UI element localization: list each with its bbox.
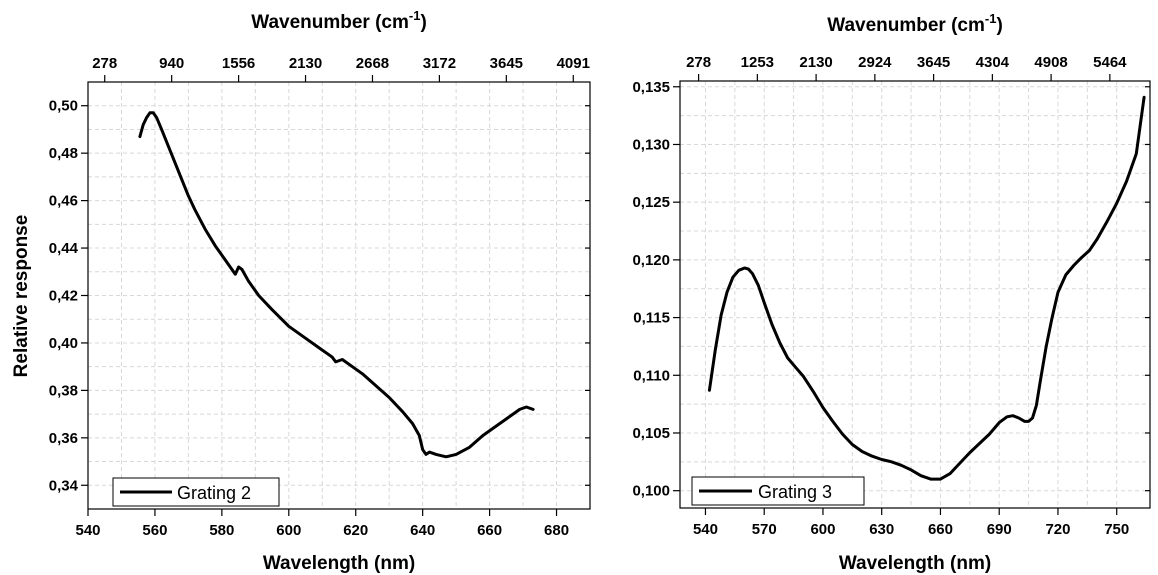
y-tick-labels: 0,100 0,105 0,110 0,115 0,120 0,125 0,13… — [632, 79, 670, 500]
y-tick-label: 0,42 — [49, 288, 78, 305]
top-tick-label: 278 — [92, 55, 117, 72]
y-tick-label: 0,36 — [49, 430, 78, 447]
y-tick-label: 0,50 — [49, 98, 78, 115]
x-axis-title: Wavelength (nm) — [263, 553, 415, 574]
x-tick-label: 540 — [693, 521, 718, 538]
x-tick-label: 570 — [752, 521, 777, 538]
top-tick-label: 940 — [159, 55, 184, 72]
x-tick-label: 680 — [544, 522, 569, 539]
plot-frame — [679, 80, 1151, 509]
y-tick-label: 0,38 — [49, 382, 78, 399]
x-tick-label: 750 — [1104, 521, 1129, 538]
plot-frame — [87, 81, 591, 510]
y-tick-label: 0,48 — [49, 145, 78, 162]
legend: Grating 3 — [691, 476, 865, 506]
y-tick-label: 0,100 — [632, 483, 670, 500]
legend-box — [691, 476, 865, 506]
x-tick-label: 560 — [142, 522, 167, 539]
x-tick-label: 540 — [75, 522, 100, 539]
axis-ticks — [673, 74, 1150, 515]
y-tick-label: 0,46 — [49, 193, 78, 210]
x-tick-label: 620 — [343, 522, 368, 539]
top-axis-title: Wavenumber (cm-1) — [251, 8, 427, 33]
y-tick-label: 0,125 — [632, 194, 670, 211]
top-tick-label: 4304 — [976, 54, 1010, 71]
x-tick-label: 660 — [928, 521, 953, 538]
x-tick-label: 690 — [987, 521, 1012, 538]
y-tick-label: 0,110 — [633, 367, 670, 384]
top-tick-label: 5464 — [1093, 54, 1127, 71]
y-tick-labels: 0,34 0,36 0,38 0,40 0,42 0,44 0,46 0,48 … — [49, 98, 79, 495]
top-tick-label: 2130 — [289, 55, 322, 72]
top-tick-label: 1556 — [222, 55, 255, 72]
y-axis-title: Relative response — [11, 215, 32, 378]
x-tick-label: 640 — [410, 522, 435, 539]
axis-ticks — [81, 75, 590, 516]
x-tick-labels: 540 570 600 630 660 690 720 750 — [693, 521, 1129, 538]
chart-panel-grating-2: 540 560 580 600 620 640 660 680 0,34 0,3… — [11, 8, 591, 574]
top-tick-label: 3645 — [917, 54, 950, 71]
x-tick-label: 720 — [1045, 521, 1070, 538]
top-tick-label: 4091 — [557, 55, 590, 72]
top-tick-label: 278 — [686, 54, 711, 71]
top-tick-label: 2130 — [799, 54, 832, 71]
x-tick-label: 660 — [477, 522, 502, 539]
top-tick-labels: 278 1253 2130 2924 3645 4304 4908 5464 — [686, 54, 1127, 71]
x-tick-label: 630 — [869, 521, 894, 538]
y-tick-label: 0,115 — [633, 310, 670, 327]
x-axis-title: Wavelength (nm) — [839, 553, 991, 574]
top-tick-label: 2668 — [356, 55, 389, 72]
top-tick-labels: 278 940 1556 2130 2668 3172 3645 4091 — [92, 55, 590, 72]
legend-label: Grating 3 — [758, 482, 832, 502]
top-tick-label: 2924 — [858, 54, 892, 71]
y-tick-label: 0,34 — [49, 477, 79, 494]
x-tick-label: 600 — [810, 521, 835, 538]
y-tick-label: 0,135 — [632, 79, 670, 96]
gridlines — [680, 81, 1150, 508]
x-tick-labels: 540 560 580 600 620 640 660 680 — [75, 522, 569, 539]
legend: Grating 2 — [112, 477, 280, 507]
x-tick-label: 600 — [276, 522, 301, 539]
top-axis-title: Wavenumber (cm-1) — [827, 11, 1003, 36]
series-line-grating-2 — [138, 111, 535, 459]
y-tick-label: 0,120 — [632, 252, 670, 269]
series-line-grating-3 — [707, 95, 1146, 481]
y-tick-label: 0,130 — [632, 136, 670, 153]
x-tick-label: 580 — [209, 522, 234, 539]
top-tick-label: 4908 — [1034, 54, 1067, 71]
y-tick-label: 0,40 — [49, 335, 78, 352]
legend-label: Grating 2 — [177, 483, 251, 503]
chart-panel-grating-3: 540 570 600 630 660 690 720 750 0,100 0,… — [632, 11, 1151, 574]
y-tick-label: 0,44 — [49, 240, 79, 257]
top-tick-label: 3645 — [490, 55, 523, 72]
y-tick-label: 0,105 — [632, 425, 670, 442]
top-tick-label: 1253 — [741, 54, 774, 71]
top-tick-label: 3172 — [423, 55, 456, 72]
gridlines — [87, 82, 590, 509]
